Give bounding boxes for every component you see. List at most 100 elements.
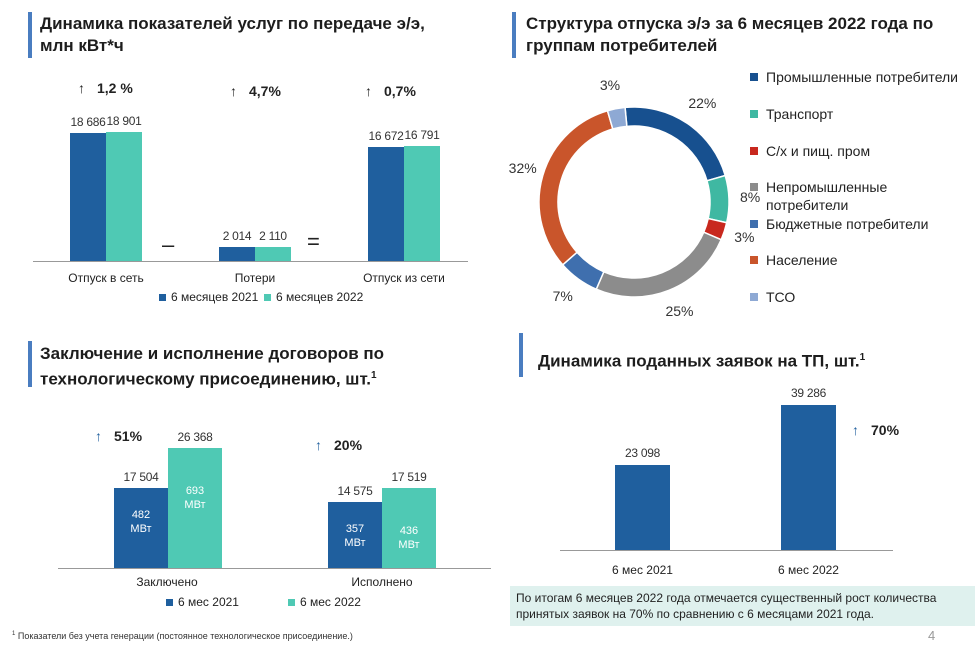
panel3-growth-1: ↑ 20%	[315, 437, 362, 453]
legend-label: Население	[766, 252, 838, 268]
legend-label: 6 мес 2021	[178, 595, 239, 609]
slice-percent-label: 25%	[665, 302, 694, 319]
legend-item: Промышленные потребители	[750, 68, 970, 86]
up-arrow-icon: ↑	[230, 83, 237, 99]
slice-percent-label: 3%	[599, 77, 621, 94]
donut-slice	[538, 109, 614, 266]
mw-value: 357	[345, 522, 365, 535]
bar-value-label: 18 901	[106, 113, 142, 128]
donut-slice	[595, 231, 723, 298]
up-arrow-icon: ↑	[365, 83, 372, 99]
growth-value: 20%	[334, 437, 363, 453]
panel3-title-line2: технологическому присоединению, шт.1	[40, 365, 384, 391]
mw-unit: МВт	[130, 523, 152, 536]
bar-2022	[404, 146, 440, 261]
panel4-title-bar	[519, 333, 523, 377]
footnote-mark: 1	[371, 370, 377, 381]
panel2-title: Структура отпуска э/э за 6 месяцев 2022 …	[526, 13, 933, 57]
panel1-title-bar	[28, 12, 32, 58]
panel1-axis	[33, 261, 468, 262]
bar-2021	[219, 247, 255, 261]
category-label: 6 мес 2022	[778, 563, 839, 577]
bar-mw-label: 436 МВт	[382, 524, 436, 552]
footnote: 1 Показатели без учета генерации (постоя…	[12, 631, 353, 641]
bar-2021	[328, 501, 382, 568]
panel3-legend-2021: 6 мес 2021	[166, 595, 239, 609]
legend-swatch	[750, 147, 758, 155]
bar-value-label: 18 686	[70, 115, 106, 130]
growth-value: 0,7%	[384, 83, 416, 99]
legend-item: Население	[750, 251, 970, 269]
mw-value: 482	[131, 509, 151, 522]
legend-swatch	[750, 110, 758, 118]
footnote-mark: 1	[12, 631, 16, 637]
donut-slice	[606, 106, 628, 130]
panel3-title-line1: Заключение и исполнение договоров по	[40, 344, 385, 363]
legend-swatch	[750, 73, 758, 81]
bar-value-label: 39 286	[791, 386, 826, 400]
legend-swatch	[750, 220, 758, 228]
equals-sign: =	[307, 229, 320, 254]
footnote-mark: 1	[859, 352, 866, 363]
panel1-title: Динамика показателей услуг по передаче э…	[40, 13, 425, 57]
legend-label: 6 мес 2022	[300, 595, 361, 609]
legend-label: Непромышленные потребители	[766, 179, 888, 213]
legend-item: С/х и пищ. пром	[750, 142, 970, 160]
mw-unit: МВт	[398, 539, 420, 552]
mw-value: 436	[399, 525, 419, 538]
mw-value: 693	[185, 485, 205, 497]
panel3-legend-2022: 6 мес 2022	[288, 595, 361, 609]
legend-swatch	[264, 293, 271, 301]
slice-percent-label: 3%	[734, 229, 755, 246]
mw-unit: МВт	[184, 499, 206, 511]
up-arrow-icon: ↑	[95, 428, 102, 444]
panel2-title-bar	[512, 12, 516, 58]
up-arrow-icon: ↑	[315, 437, 322, 453]
growth-value: 70%	[871, 422, 900, 438]
legend-label: С/х и пищ. пром	[766, 143, 871, 159]
bar-value-label: 23 098	[625, 445, 660, 460]
legend-swatch	[159, 293, 166, 301]
growth-value: 4,7%	[249, 83, 281, 99]
panel3-title: Заключение и исполнение договоров по тех…	[40, 343, 384, 391]
minus-sign: –	[162, 232, 175, 257]
panel1-growth-1: ↑ 4,7%	[230, 83, 281, 99]
slice-percent-label: 8%	[739, 189, 761, 206]
category-label: Заключено	[136, 575, 198, 589]
panel3-title-bar	[28, 341, 32, 387]
bar-2022	[255, 246, 291, 261]
panel1-growth-2: ↑ 0,7%	[365, 83, 416, 99]
donut-slice	[702, 217, 728, 241]
panel1-title-line1: Динамика показателей услуг по передаче э…	[40, 14, 425, 33]
up-arrow-icon: ↑	[78, 80, 85, 96]
panel1-legend-2022: 6 месяцев 2022	[264, 290, 363, 304]
panel2-title-line1: Структура отпуска э/э за 6 месяцев 2022 …	[526, 14, 934, 33]
slice-percent-label: 7%	[552, 288, 573, 305]
slice-percent-label: 22%	[688, 95, 717, 112]
category-label: Исполнено	[351, 575, 413, 589]
legend-swatch	[750, 183, 758, 191]
donut-slice	[624, 106, 727, 182]
panel4-growth: ↑ 70%	[852, 422, 899, 438]
legend-item: Бюджетные потребители	[750, 215, 970, 233]
growth-value: 1,2 %	[97, 80, 133, 96]
panel4-title: Динамика поданных заявок на ТП, шт.1	[538, 347, 865, 373]
bar-requests	[615, 464, 670, 550]
panel4-axis	[560, 550, 893, 551]
bar-2021	[368, 146, 404, 261]
bar-value-label: 17 519	[391, 470, 427, 485]
legend-label: 6 месяцев 2021	[171, 290, 259, 304]
bar-value-label: 16 791	[404, 128, 440, 143]
panel1-growth-0: ↑ 1,2 %	[78, 80, 133, 96]
category-label: Отпуск в сеть	[68, 271, 144, 285]
panel4-title-text: Динамика поданных заявок на ТП, шт.	[538, 351, 860, 371]
bar-mw-label: 357 МВт	[328, 522, 382, 550]
legend-swatch	[166, 598, 173, 606]
panel3-axis	[58, 568, 491, 569]
bar-2022	[168, 448, 222, 568]
donut-slice	[561, 251, 605, 291]
bar-2022	[382, 488, 436, 568]
legend-label: Транспорт	[766, 106, 834, 122]
legend-label: 6 месяцев 2022	[276, 290, 364, 304]
legend-label: Промышленные потребители	[766, 69, 959, 85]
